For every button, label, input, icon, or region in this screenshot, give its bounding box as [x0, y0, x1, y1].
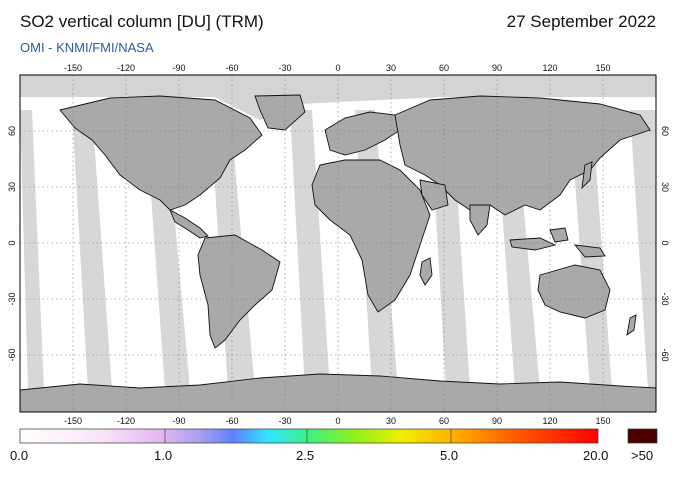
lat-tick-label: -30: [7, 292, 17, 305]
colorbar-over-label: >50: [631, 448, 654, 463]
lon-tick-label: -150: [64, 63, 82, 73]
colorbar-over-swatch: [627, 428, 658, 444]
lon-tick-label: 120: [542, 63, 557, 73]
lon-tick-label: 30: [386, 63, 396, 73]
map-area: [20, 75, 656, 412]
colorbar: [19, 428, 599, 444]
lat-tick-label: -60: [7, 348, 17, 361]
lon-tick-label: -60: [225, 63, 238, 73]
lon-tick-label: -150: [64, 416, 82, 426]
colorbar-label: 20.0: [583, 448, 609, 463]
lon-ticks-top: -150 -120 -90 -60 -30 0 30 60 90 120 150: [64, 63, 611, 73]
lat-tick-label: 0: [660, 240, 670, 245]
land: [20, 94, 656, 412]
date-label: 27 September 2022: [506, 12, 656, 31]
lat-tick-label: 60: [7, 126, 17, 136]
lon-ticks-bottom: -150 -120 -90 -60 -30 0 30 60 90 120 150: [64, 416, 611, 426]
lon-tick-label: -90: [172, 63, 185, 73]
lat-ticks-right: 60 30 0 -30 -60: [660, 126, 670, 362]
colorbar-label: 5.0: [440, 448, 459, 463]
lon-tick-label: -30: [278, 63, 291, 73]
lon-tick-label: -60: [225, 416, 238, 426]
map-frame: [19, 74, 657, 413]
colorbar-label: 0.0: [10, 448, 29, 463]
lon-tick-label: -120: [117, 63, 135, 73]
lat-tick-label: 0: [7, 240, 17, 245]
lon-tick-label: -90: [172, 416, 185, 426]
lon-tick-label: 90: [492, 63, 502, 73]
credit-label: OMI - KNMI/FMI/NASA: [20, 40, 154, 55]
lon-tick-label: 120: [542, 416, 557, 426]
lat-tick-label: -30: [660, 292, 670, 305]
colorbar-label: 2.5: [296, 448, 315, 463]
lon-tick-label: 0: [335, 63, 340, 73]
colorbar-ticks: [164, 429, 452, 443]
lat-tick-label: -60: [660, 348, 670, 361]
lon-tick-label: 60: [439, 63, 449, 73]
lon-tick-label: 0: [335, 416, 340, 426]
lon-tick-label: 90: [492, 416, 502, 426]
colorbar-label: 1.0: [154, 448, 173, 463]
lon-tick-label: -30: [278, 416, 291, 426]
lon-tick-label: -120: [117, 416, 135, 426]
chart-title: SO2 vertical column [DU] (TRM): [20, 12, 264, 31]
lat-tick-label: 30: [7, 182, 17, 192]
lat-ticks-left: 60 30 0 -30 -60: [7, 126, 17, 362]
lat-tick-label: 30: [660, 182, 670, 192]
lat-tick-label: 60: [660, 126, 670, 136]
lon-tick-label: 30: [386, 416, 396, 426]
lon-tick-label: 150: [595, 416, 610, 426]
lon-tick-label: 60: [439, 416, 449, 426]
lon-tick-label: 150: [595, 63, 610, 73]
